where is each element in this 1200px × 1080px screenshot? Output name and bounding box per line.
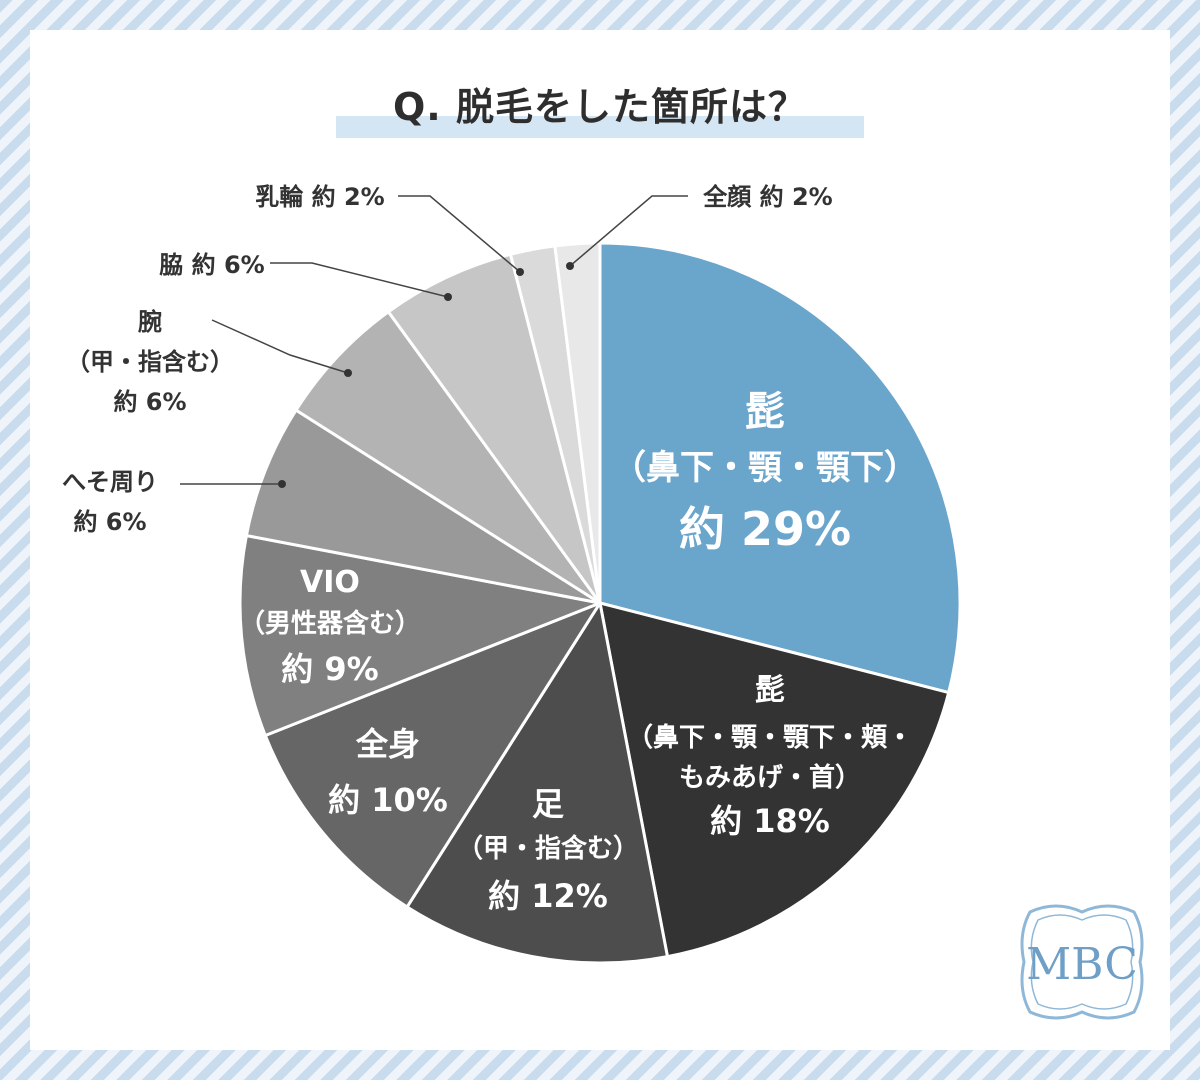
slice-label-4-line-0: VIO (300, 565, 360, 600)
slice-label-0-line-1: （鼻下・顎・顎下） (612, 448, 918, 488)
slice-label-2-line-1: （甲・指含む） (457, 833, 639, 864)
leader-dot-5 (278, 480, 286, 488)
slice-label-8: 乳輪 約 2% (255, 183, 384, 211)
slice-label-6-line-1: （甲・指含む） (66, 348, 234, 376)
slice-label-5-line-0: へそ周り (62, 468, 158, 496)
slice-label-0-line-2: 約 29% (679, 502, 851, 556)
slice-label-1-line-0: 髭 (755, 673, 785, 708)
pie-slice-6 (294, 310, 602, 605)
slice-label-3-line-0: 全身 (355, 725, 420, 763)
slice-label-5: へそ周り約 6% (62, 468, 158, 536)
title-highlight-band (336, 116, 864, 138)
slice-label-9: 全顔 約 2% (702, 183, 832, 211)
slice-label-6-line-2: 約 6% (113, 388, 186, 416)
leader-dot-9 (566, 262, 574, 270)
slice-label-6: 腕 （甲・指含む） 約 6% (66, 308, 234, 416)
leader-lines (180, 195, 688, 488)
slice-label-1: 髭 （鼻下・顎・顎下・頬・もみあげ・首） 約 18% (627, 673, 913, 840)
slice-label-8-line-0: 乳輪 約 2% (255, 183, 384, 211)
slice-label-1-line-3: 約 18% (710, 802, 830, 840)
slice-label-1-line-1: （鼻下・顎・顎下・頬・ (627, 723, 913, 753)
logo-text: MBC (1026, 939, 1138, 990)
leader-line-7 (270, 262, 449, 298)
pie-slice-7 (386, 252, 602, 605)
slice-label-4: VIO （男性器含む） 約 9% (239, 565, 421, 688)
slice-label-7: 脇 約 6% (159, 251, 264, 279)
slice-label-4-line-2: 約 9% (281, 650, 378, 688)
slice-label-5-line-1: 約 6% (73, 508, 146, 536)
slice-label-2: 足 （甲・指含む） 約 12% (457, 785, 639, 915)
leader-dot-6 (344, 369, 352, 377)
pie-slice-9 (553, 241, 602, 605)
mbc-logo: MBC (1020, 904, 1144, 1020)
pie-slice-2 (405, 601, 669, 965)
leader-line-8 (398, 195, 521, 273)
slice-label-4-line-1: （男性器含む） (239, 608, 421, 639)
pie-slice-1 (598, 601, 951, 959)
slice-label-0-line-0: 髭 (745, 389, 785, 435)
slice-label-3: 全身約 10% (328, 725, 448, 819)
pie-slice-4 (238, 534, 602, 738)
leader-dot-8 (516, 268, 524, 276)
slice-labels: 髭 （鼻下・顎・顎下） 約 29% 髭 （鼻下・顎・顎下・頬・もみあげ・首） 約 18% 足… (62, 183, 918, 915)
pie-slices (238, 241, 962, 965)
chart-title: Q. 脱毛をした箇所は？ (393, 85, 807, 129)
slice-label-0: 髭 （鼻下・顎・顎下） 約 29% (612, 389, 918, 556)
slice-label-2-line-0: 足 (532, 785, 564, 823)
pie-slice-3 (263, 601, 602, 909)
slice-label-2-line-2: 約 12% (488, 877, 608, 915)
slice-label-6-line-0: 腕 (137, 308, 162, 336)
pie-slice-0 (598, 241, 962, 695)
slice-label-7-line-0: 脇 約 6% (159, 251, 264, 279)
slice-label-1-line-2: もみあげ・首） (679, 762, 861, 793)
pie-slice-5 (244, 408, 602, 605)
slice-label-9-line-0: 全顔 約 2% (702, 183, 832, 211)
leader-line-9 (569, 195, 688, 267)
leader-dot-7 (444, 293, 452, 301)
slice-label-3-line-1: 約 10% (328, 781, 448, 819)
leader-line-6 (211, 319, 349, 374)
